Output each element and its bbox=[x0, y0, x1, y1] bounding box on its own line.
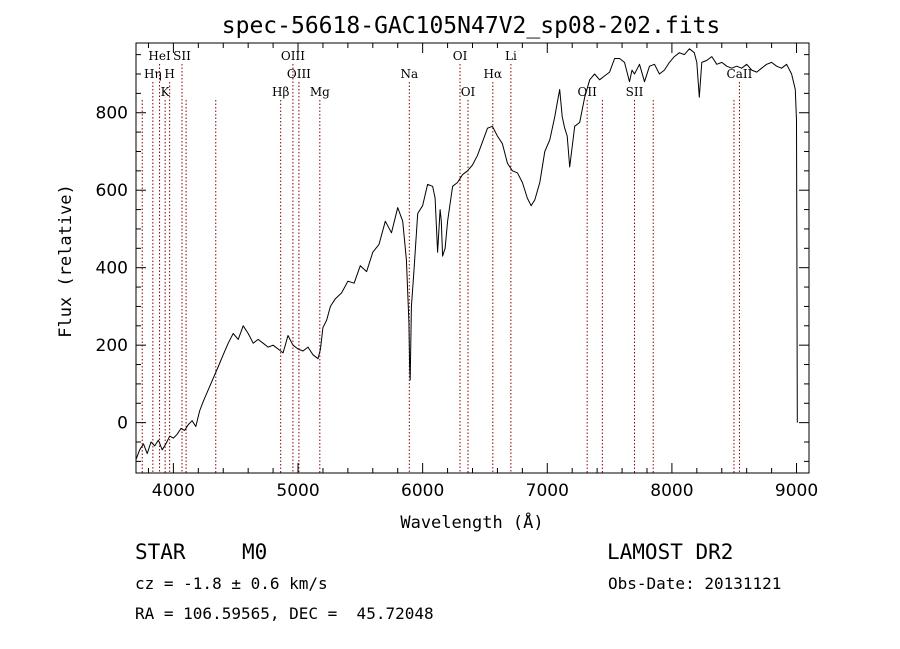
spectral-line-label-12: Hα bbox=[484, 67, 503, 81]
y-tick-label-3: 600 bbox=[96, 181, 128, 201]
spectral-line-label-6: OIII bbox=[287, 67, 311, 81]
spectral-line-label-4: K bbox=[161, 85, 171, 99]
chart-title: spec-56618-GAC105N47V2_sp08-202.fits bbox=[222, 13, 721, 39]
observation-date: Obs-Date: 20131121 bbox=[608, 574, 782, 593]
y-tick-label-4: 800 bbox=[96, 104, 128, 124]
x-tick-label-3: 7000 bbox=[526, 481, 569, 501]
spectral-line-label-7: Hβ bbox=[272, 85, 289, 99]
y-tick-label-0: 0 bbox=[117, 414, 128, 434]
x-axis-label: Wavelength (Å) bbox=[400, 511, 543, 533]
spectral-line-label-9: Na bbox=[400, 67, 418, 81]
axis-ticks: 4000 5000 6000 7000 8000 9000 0 200 400 600 800 bbox=[96, 43, 818, 501]
y-tick-label-1: 200 bbox=[96, 336, 128, 356]
spectral-line-label-11: OI bbox=[461, 85, 476, 99]
object-subclass: M0 bbox=[242, 540, 268, 564]
x-tick-label-4: 8000 bbox=[650, 481, 693, 501]
spectral-line-label-0: HeI bbox=[148, 49, 171, 63]
x-tick-label-1: 5000 bbox=[276, 481, 319, 501]
redshift-text: cz = -1.8 ± 0.6 km/s bbox=[135, 574, 328, 593]
x-tick-label-2: 6000 bbox=[401, 481, 444, 501]
spectral-line-label-8: Mg bbox=[310, 85, 330, 99]
survey-name: LAMOST DR2 bbox=[607, 540, 734, 564]
x-tick-label-5: 9000 bbox=[775, 481, 818, 501]
spectral-line-label-14: OII bbox=[577, 85, 597, 99]
object-class: STAR bbox=[135, 540, 186, 564]
spectral-line-label-13: Li bbox=[505, 49, 517, 63]
x-tick-label-0: 4000 bbox=[152, 481, 195, 501]
spectral-line-label-2: Hη bbox=[144, 67, 162, 81]
plot-frame bbox=[135, 42, 810, 474]
y-tick-label-2: 400 bbox=[96, 259, 128, 279]
spectral-line-label-10: OI bbox=[453, 49, 468, 63]
coordinates-text: RA = 106.59565, DEC = 45.72048 bbox=[135, 604, 434, 623]
y-axis-label: Flux (relative) bbox=[56, 184, 76, 338]
spectral-line-label-1: SII bbox=[173, 49, 191, 63]
spectrum-series bbox=[135, 48, 798, 460]
spectral-line-label-5: OIII bbox=[281, 49, 305, 63]
spectral-line-label-15: SII bbox=[626, 85, 644, 99]
spectral-line-label-3: H bbox=[164, 67, 174, 81]
spectral-line-label-16: CaII bbox=[727, 67, 753, 81]
spectrum-line-0 bbox=[135, 48, 798, 460]
